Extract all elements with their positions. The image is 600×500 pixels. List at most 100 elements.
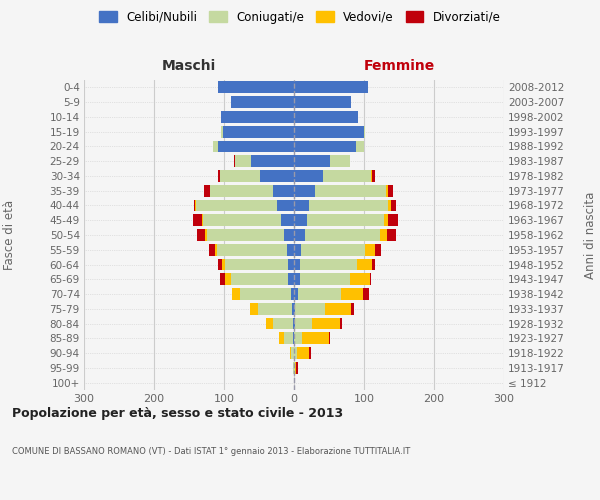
Bar (218, 258, 222, 270)
Bar (294, 347, 297, 359)
Bar (301, 244, 365, 256)
Text: Popolazione per età, sesso e stato civile - 2013: Popolazione per età, sesso e stato civil… (12, 408, 343, 420)
Bar (294, 214, 307, 226)
Bar (297, 347, 310, 359)
Bar (290, 347, 291, 359)
Bar (302, 332, 329, 344)
Bar (350, 274, 370, 285)
Bar (226, 258, 289, 270)
Bar (315, 185, 386, 196)
Bar (294, 229, 305, 241)
Bar (310, 347, 311, 359)
Bar (298, 288, 341, 300)
Bar (294, 82, 367, 94)
Bar (213, 140, 218, 152)
Bar (287, 244, 294, 256)
Bar (294, 185, 315, 196)
Text: Maschi: Maschi (162, 58, 216, 72)
Bar (294, 111, 358, 123)
Bar (232, 288, 240, 300)
Bar (231, 274, 289, 285)
Bar (197, 229, 205, 241)
Bar (226, 274, 231, 285)
Bar (352, 303, 353, 314)
Legend: Celibi/Nubili, Coniugati/e, Vedovi/e, Divorziati/e: Celibi/Nubili, Coniugati/e, Vedovi/e, Di… (95, 6, 505, 28)
Bar (293, 332, 294, 344)
Bar (388, 200, 391, 211)
Bar (234, 156, 235, 167)
Bar (365, 244, 375, 256)
Bar (293, 318, 294, 330)
Bar (240, 288, 290, 300)
Bar (196, 200, 277, 211)
Bar (356, 140, 364, 152)
Bar (294, 274, 299, 285)
Bar (210, 185, 273, 196)
Bar (223, 126, 294, 138)
Bar (325, 303, 352, 314)
Bar (289, 258, 294, 270)
Bar (203, 214, 281, 226)
Bar (218, 170, 220, 182)
Bar (388, 214, 398, 226)
Bar (307, 214, 383, 226)
Bar (221, 111, 294, 123)
Bar (250, 303, 259, 314)
Bar (380, 229, 387, 241)
Bar (294, 332, 302, 344)
Bar (290, 288, 294, 300)
Bar (193, 214, 202, 226)
Bar (222, 258, 226, 270)
Bar (221, 126, 223, 138)
Bar (323, 170, 371, 182)
Bar (215, 244, 217, 256)
Bar (289, 274, 294, 285)
Bar (277, 200, 294, 211)
Bar (391, 200, 396, 211)
Bar (284, 229, 294, 241)
Bar (373, 258, 375, 270)
Bar (220, 274, 226, 285)
Bar (294, 318, 295, 330)
Bar (294, 288, 298, 300)
Bar (202, 214, 203, 226)
Bar (292, 303, 294, 314)
Bar (206, 229, 284, 241)
Text: Anni di nascita: Anni di nascita (584, 192, 597, 278)
Bar (281, 214, 294, 226)
Bar (329, 332, 331, 344)
Bar (364, 126, 365, 138)
Bar (294, 156, 331, 167)
Bar (305, 229, 380, 241)
Bar (311, 318, 340, 330)
Bar (293, 362, 294, 374)
Bar (383, 214, 388, 226)
Bar (294, 96, 352, 108)
Bar (295, 318, 311, 330)
Bar (388, 185, 394, 196)
Bar (341, 288, 363, 300)
Bar (299, 274, 350, 285)
Bar (296, 362, 298, 374)
Bar (231, 96, 294, 108)
Bar (340, 318, 341, 330)
Bar (372, 170, 375, 182)
Bar (260, 170, 294, 182)
Bar (291, 347, 294, 359)
Bar (294, 170, 323, 182)
Bar (294, 126, 364, 138)
Bar (295, 303, 325, 314)
Text: COMUNE DI BASSANO ROMANO (VT) - Dati ISTAT 1° gennaio 2013 - Elaborazione TUTTIT: COMUNE DI BASSANO ROMANO (VT) - Dati IST… (12, 448, 410, 456)
Bar (284, 332, 293, 344)
Bar (387, 229, 395, 241)
Bar (258, 303, 292, 314)
Bar (266, 318, 273, 330)
Bar (280, 332, 284, 344)
Bar (218, 82, 294, 94)
Bar (295, 362, 296, 374)
Bar (205, 185, 210, 196)
Bar (273, 318, 293, 330)
Bar (370, 274, 371, 285)
Bar (294, 140, 356, 152)
Bar (331, 156, 350, 167)
